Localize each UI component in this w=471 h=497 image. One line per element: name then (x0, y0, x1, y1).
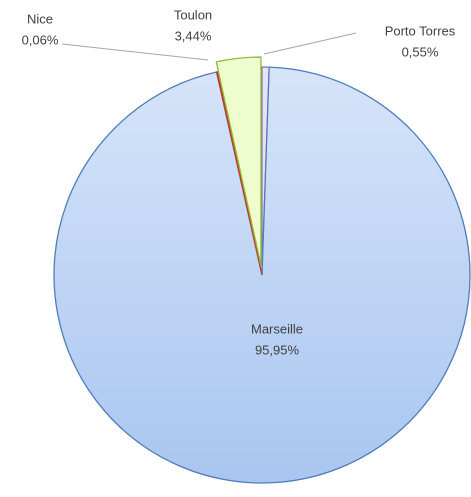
slice-label: Nice (27, 11, 53, 26)
pie-slice (53, 66, 471, 484)
slice-value-label: 0,06% (22, 32, 59, 47)
slice-label: Toulon (174, 7, 212, 22)
leader-line (61, 43, 209, 61)
slice-value-label: 3,44% (175, 28, 212, 43)
pie-slice (215, 71, 263, 276)
slice-label: Marseille (251, 321, 303, 336)
pie-slice (215, 56, 262, 266)
slice-value-label: 0,55% (402, 44, 439, 59)
slice-label: Porto Torres (385, 23, 456, 38)
slice-value-label: 95,95% (255, 342, 300, 357)
leader-line (263, 32, 357, 55)
